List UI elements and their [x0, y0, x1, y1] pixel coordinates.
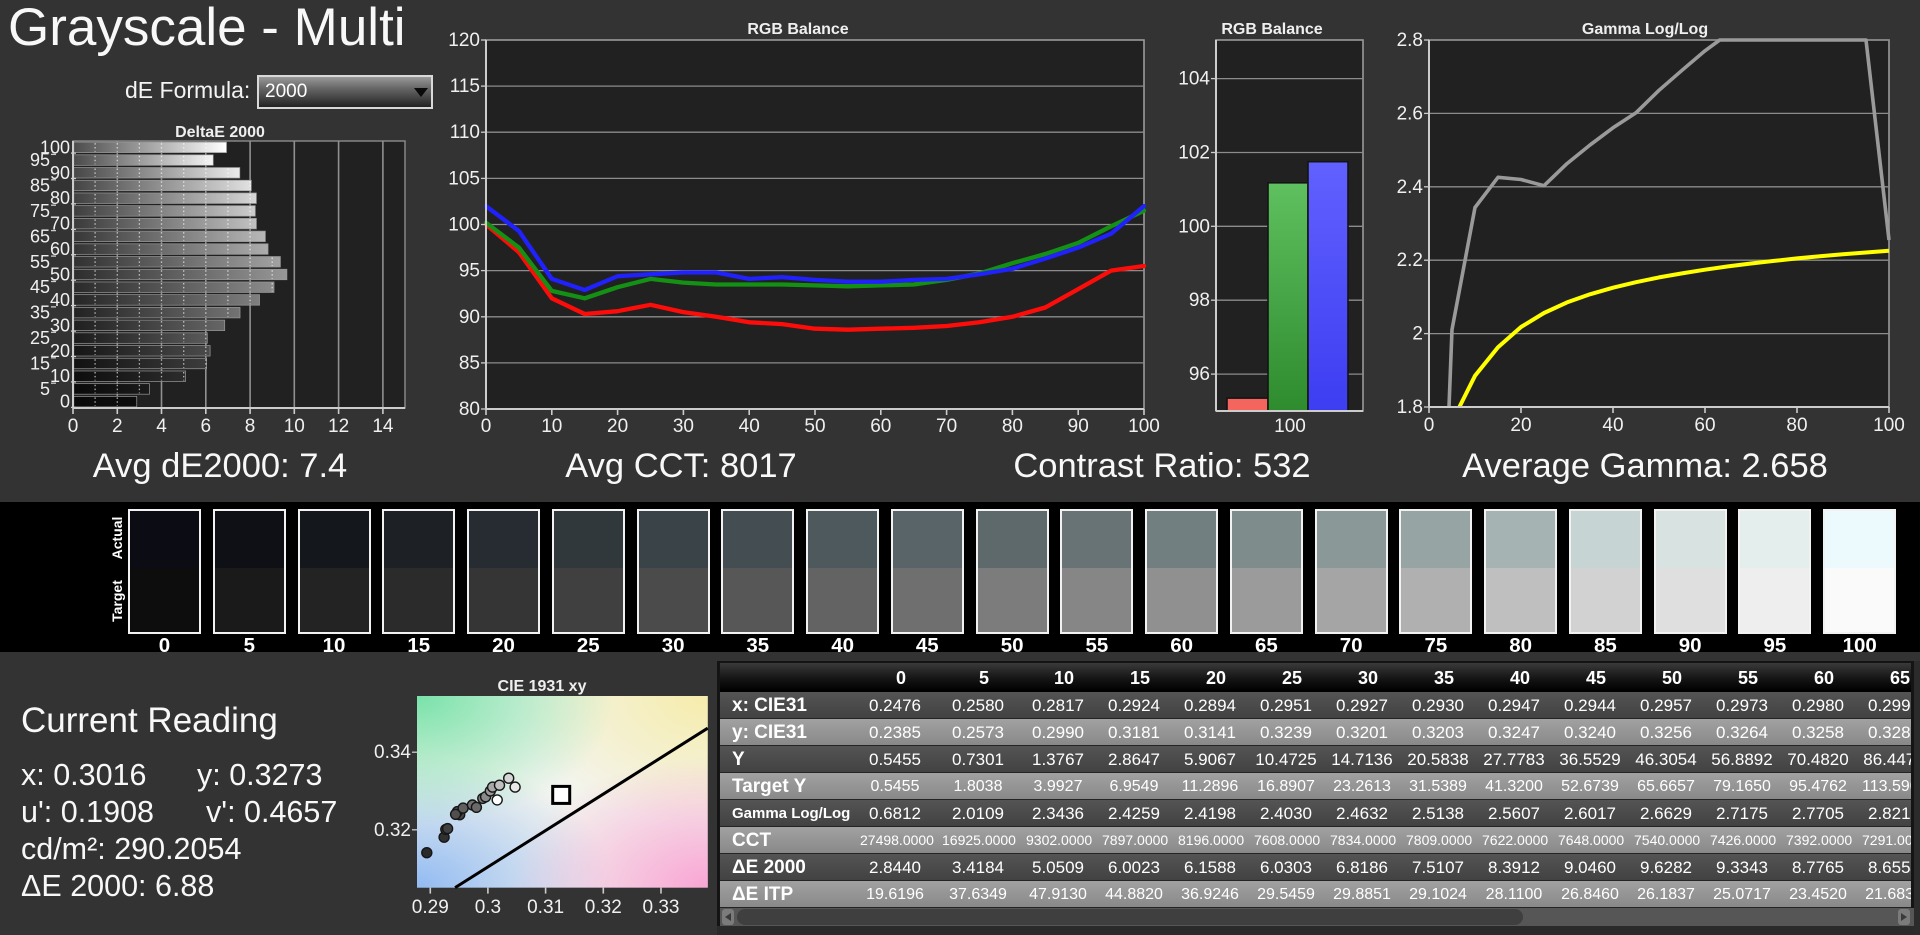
svg-text:8: 8 — [245, 416, 256, 437]
svg-text:0.32: 0.32 — [374, 820, 411, 841]
svg-text:102: 102 — [1178, 143, 1210, 164]
svg-text:75: 75 — [30, 201, 50, 221]
svg-text:20: 20 — [1510, 415, 1531, 436]
svg-text:90: 90 — [50, 163, 70, 183]
svg-text:30: 30 — [50, 315, 70, 335]
svg-text:14: 14 — [372, 416, 394, 437]
svg-text:0.3: 0.3 — [475, 897, 501, 918]
svg-text:Gamma Log/Log: Gamma Log/Log — [1582, 21, 1708, 38]
svg-text:100: 100 — [1178, 216, 1210, 237]
svg-text:50: 50 — [50, 265, 70, 285]
svg-text:25: 25 — [30, 328, 50, 348]
svg-text:20: 20 — [607, 416, 628, 437]
svg-text:90: 90 — [1068, 416, 1089, 437]
svg-text:55: 55 — [30, 252, 50, 272]
svg-text:0.29: 0.29 — [412, 897, 449, 918]
svg-text:60: 60 — [50, 239, 70, 259]
svg-text:4: 4 — [156, 416, 167, 437]
svg-text:96: 96 — [1189, 364, 1210, 385]
svg-text:70: 70 — [50, 214, 70, 234]
svg-text:1.8: 1.8 — [1397, 397, 1423, 418]
svg-text:90: 90 — [459, 307, 480, 328]
svg-text:2.2: 2.2 — [1397, 250, 1423, 271]
svg-text:60: 60 — [870, 416, 891, 437]
svg-text:40: 40 — [739, 416, 760, 437]
svg-text:0.33: 0.33 — [643, 897, 680, 918]
svg-text:10: 10 — [50, 366, 70, 386]
svg-text:RGB Balance: RGB Balance — [1221, 21, 1322, 38]
svg-text:105: 105 — [448, 168, 480, 189]
svg-text:110: 110 — [450, 122, 480, 143]
svg-text:104: 104 — [1178, 69, 1210, 90]
svg-text:0.31: 0.31 — [527, 897, 564, 918]
svg-text:20: 20 — [50, 341, 70, 361]
svg-text:6: 6 — [201, 416, 212, 437]
svg-text:5: 5 — [40, 379, 50, 399]
svg-text:100: 100 — [448, 215, 480, 236]
svg-text:0.34: 0.34 — [374, 742, 411, 763]
svg-text:80: 80 — [50, 188, 70, 208]
svg-text:70: 70 — [936, 416, 957, 437]
svg-text:85: 85 — [30, 176, 50, 196]
svg-text:65: 65 — [30, 226, 50, 246]
svg-text:100: 100 — [40, 137, 70, 157]
svg-text:2: 2 — [112, 416, 123, 437]
svg-text:120: 120 — [448, 30, 480, 51]
svg-text:12: 12 — [328, 416, 349, 437]
svg-text:2.8: 2.8 — [1397, 30, 1423, 51]
svg-text:15: 15 — [30, 354, 50, 374]
svg-text:0: 0 — [481, 416, 492, 437]
svg-text:95: 95 — [459, 261, 480, 282]
svg-text:CIE 1931 xy: CIE 1931 xy — [498, 678, 587, 695]
svg-text:10: 10 — [284, 416, 305, 437]
svg-text:100: 100 — [1128, 416, 1160, 437]
svg-text:2: 2 — [1412, 324, 1423, 345]
svg-text:30: 30 — [673, 416, 694, 437]
svg-text:95: 95 — [30, 150, 50, 170]
svg-text:35: 35 — [30, 303, 50, 323]
svg-text:80: 80 — [459, 399, 480, 420]
svg-text:100: 100 — [1274, 416, 1306, 437]
svg-text:DeltaE 2000: DeltaE 2000 — [175, 124, 265, 141]
svg-text:115: 115 — [450, 76, 480, 97]
svg-text:RGB Balance: RGB Balance — [747, 21, 848, 38]
svg-text:2.4: 2.4 — [1397, 177, 1424, 198]
svg-text:80: 80 — [1002, 416, 1023, 437]
svg-text:0: 0 — [60, 392, 70, 412]
svg-text:2.6: 2.6 — [1397, 103, 1423, 124]
svg-text:45: 45 — [30, 277, 50, 297]
svg-text:40: 40 — [1602, 415, 1623, 436]
svg-text:0: 0 — [1424, 415, 1435, 436]
svg-text:85: 85 — [459, 353, 480, 374]
svg-text:10: 10 — [541, 416, 562, 437]
svg-text:50: 50 — [804, 416, 825, 437]
svg-text:80: 80 — [1786, 415, 1807, 436]
svg-text:0: 0 — [68, 416, 79, 437]
svg-text:40: 40 — [50, 290, 70, 310]
svg-text:60: 60 — [1694, 415, 1715, 436]
svg-text:98: 98 — [1189, 290, 1210, 311]
svg-text:100: 100 — [1873, 415, 1905, 436]
svg-text:0.32: 0.32 — [585, 897, 622, 918]
